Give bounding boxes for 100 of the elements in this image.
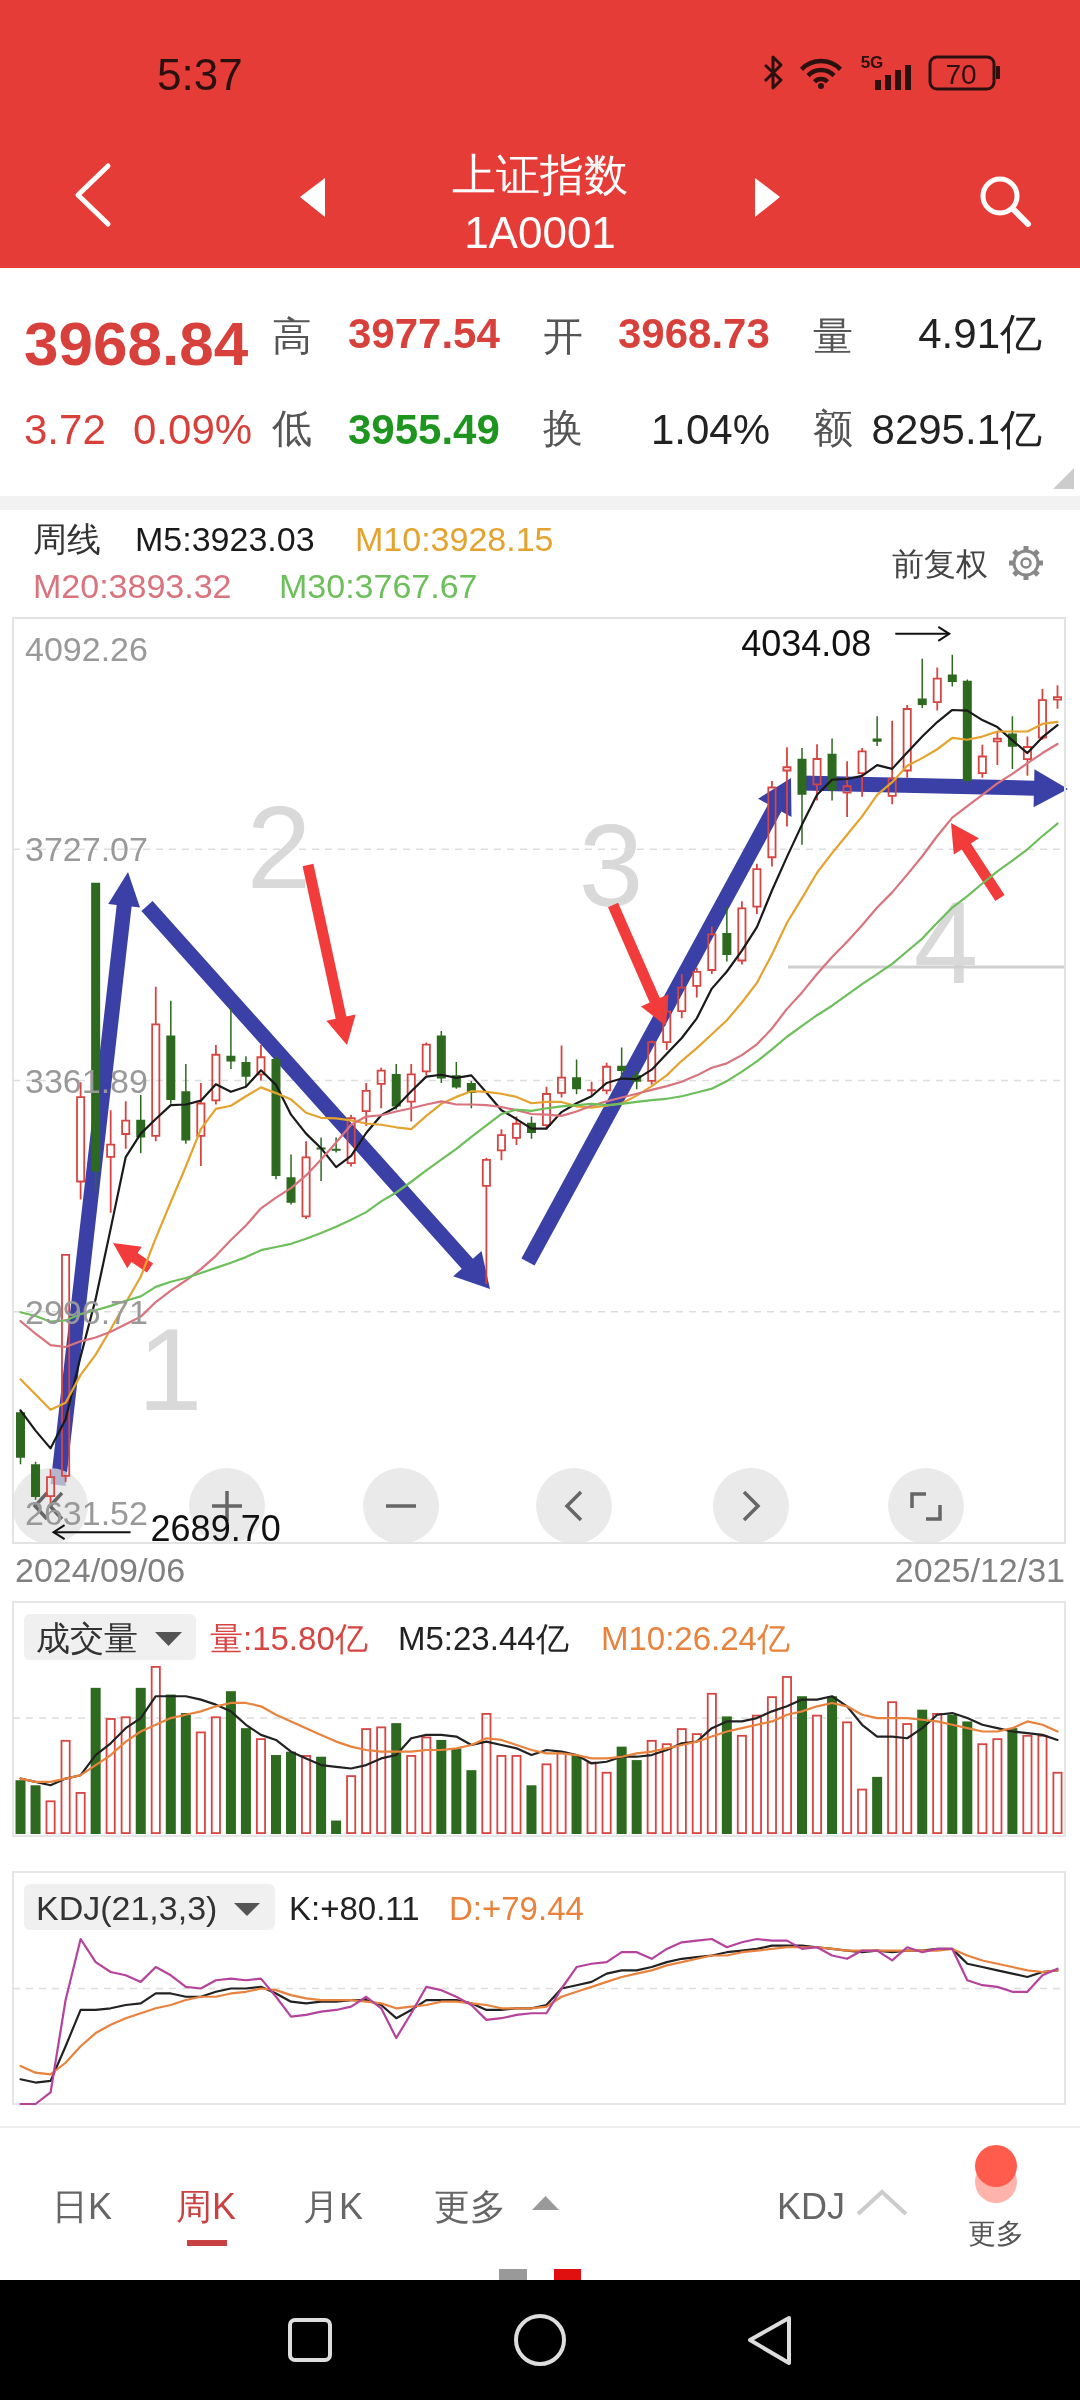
bar <box>842 1721 853 1834</box>
text: 0.09% <box>133 406 253 453</box>
bar <box>75 1792 86 1834</box>
series-label: M10:26.24亿 <box>601 1620 790 1657</box>
bar <box>406 1755 417 1834</box>
text: 量 <box>813 314 853 358</box>
bar <box>421 1736 432 1834</box>
y-tick-label: 2631.52 <box>25 1494 148 1532</box>
bar <box>165 1694 176 1834</box>
text: 上证指数 <box>452 150 628 199</box>
text: 8295.1亿 <box>871 406 1042 453</box>
text: 更多 <box>968 2218 1024 2249</box>
text: M10:3928.15 <box>355 520 554 558</box>
annotation: 4034.08 <box>741 622 872 664</box>
text: M30:3767.67 <box>279 567 478 605</box>
bar <box>902 1723 913 1834</box>
bar <box>526 1785 537 1834</box>
bar <box>1007 1728 1018 1834</box>
bar <box>721 1716 732 1834</box>
bar <box>331 1820 342 1834</box>
bar <box>30 1785 41 1834</box>
bar <box>992 1738 1003 1834</box>
bar <box>195 1731 206 1834</box>
bar <box>827 1696 838 1834</box>
text: M20:3893.32 <box>33 567 232 605</box>
bar <box>150 1666 161 1834</box>
bar <box>45 1800 56 1834</box>
chart-title: 成交量 <box>36 1619 138 1657</box>
text: 3.72 <box>24 406 106 453</box>
bar <box>60 1739 71 1834</box>
text: 周K <box>176 2186 237 2227</box>
bar <box>481 1713 492 1834</box>
bar <box>1052 1771 1063 1834</box>
text: 2025/12/31 <box>894 1551 1065 1589</box>
text: 前复权 <box>892 546 988 582</box>
bar <box>496 1755 507 1834</box>
text: 1.04% <box>650 406 770 453</box>
bar <box>812 1714 823 1834</box>
text: 4.91亿 <box>918 310 1042 357</box>
text: 5G <box>860 53 884 72</box>
text: 低 <box>272 406 312 450</box>
bar <box>376 1726 387 1834</box>
bar <box>797 1696 807 1834</box>
text: 月K <box>303 2186 364 2227</box>
bar <box>676 1728 687 1834</box>
bar <box>751 1714 762 1834</box>
bar <box>511 1755 522 1834</box>
bar <box>90 1687 101 1834</box>
bar <box>240 1728 251 1834</box>
text: 2024/09/06 <box>15 1551 186 1589</box>
text: 开 <box>543 314 583 358</box>
text: 70 <box>945 59 977 90</box>
bar <box>15 1780 26 1834</box>
series-label: 量:15.80亿 <box>210 1620 368 1657</box>
series-label: D:+79.44 <box>449 1890 584 1927</box>
bar <box>180 1713 191 1834</box>
text: M5:3923.03 <box>135 520 315 558</box>
text: 1A0001 <box>464 208 616 257</box>
text: 换 <box>543 406 583 450</box>
bar <box>857 1788 868 1834</box>
bar <box>917 1709 928 1834</box>
bar <box>977 1743 988 1834</box>
bar <box>616 1746 627 1834</box>
bar <box>571 1755 582 1834</box>
legend-title: 周线 <box>33 520 101 558</box>
text: 日K <box>52 2186 113 2227</box>
bar <box>706 1692 717 1834</box>
bar <box>361 1728 372 1834</box>
y-tick-label: 4092.26 <box>25 630 148 668</box>
bar <box>271 1755 281 1834</box>
text: 3968.84 <box>24 309 249 378</box>
bar <box>135 1687 146 1834</box>
bar <box>255 1738 266 1834</box>
bar <box>736 1734 747 1834</box>
bar <box>631 1760 642 1834</box>
bar <box>1037 1734 1048 1834</box>
text: 3977.54 <box>348 310 501 357</box>
bar <box>346 1775 357 1834</box>
text: 5:37 <box>157 50 243 99</box>
text: M5:23.44亿 <box>398 1620 569 1657</box>
bar <box>781 1676 792 1834</box>
bar <box>601 1771 612 1834</box>
bar <box>316 1756 327 1834</box>
bar <box>691 1733 702 1834</box>
text: KDJ <box>777 2186 846 2227</box>
bar <box>661 1743 672 1834</box>
text: 更多 <box>434 2186 506 2227</box>
bar <box>872 1776 883 1834</box>
y-tick-label: 3727.07 <box>25 830 148 869</box>
bar <box>556 1751 567 1834</box>
bar <box>586 1761 597 1834</box>
bar <box>466 1770 477 1834</box>
bar <box>301 1755 312 1834</box>
text: 3955.49 <box>348 406 500 453</box>
annotation: 2689.70 <box>150 1508 281 1550</box>
bar <box>766 1696 777 1834</box>
bar <box>947 1714 958 1834</box>
bar <box>451 1748 462 1834</box>
bar <box>391 1723 402 1834</box>
bar <box>210 1716 221 1834</box>
